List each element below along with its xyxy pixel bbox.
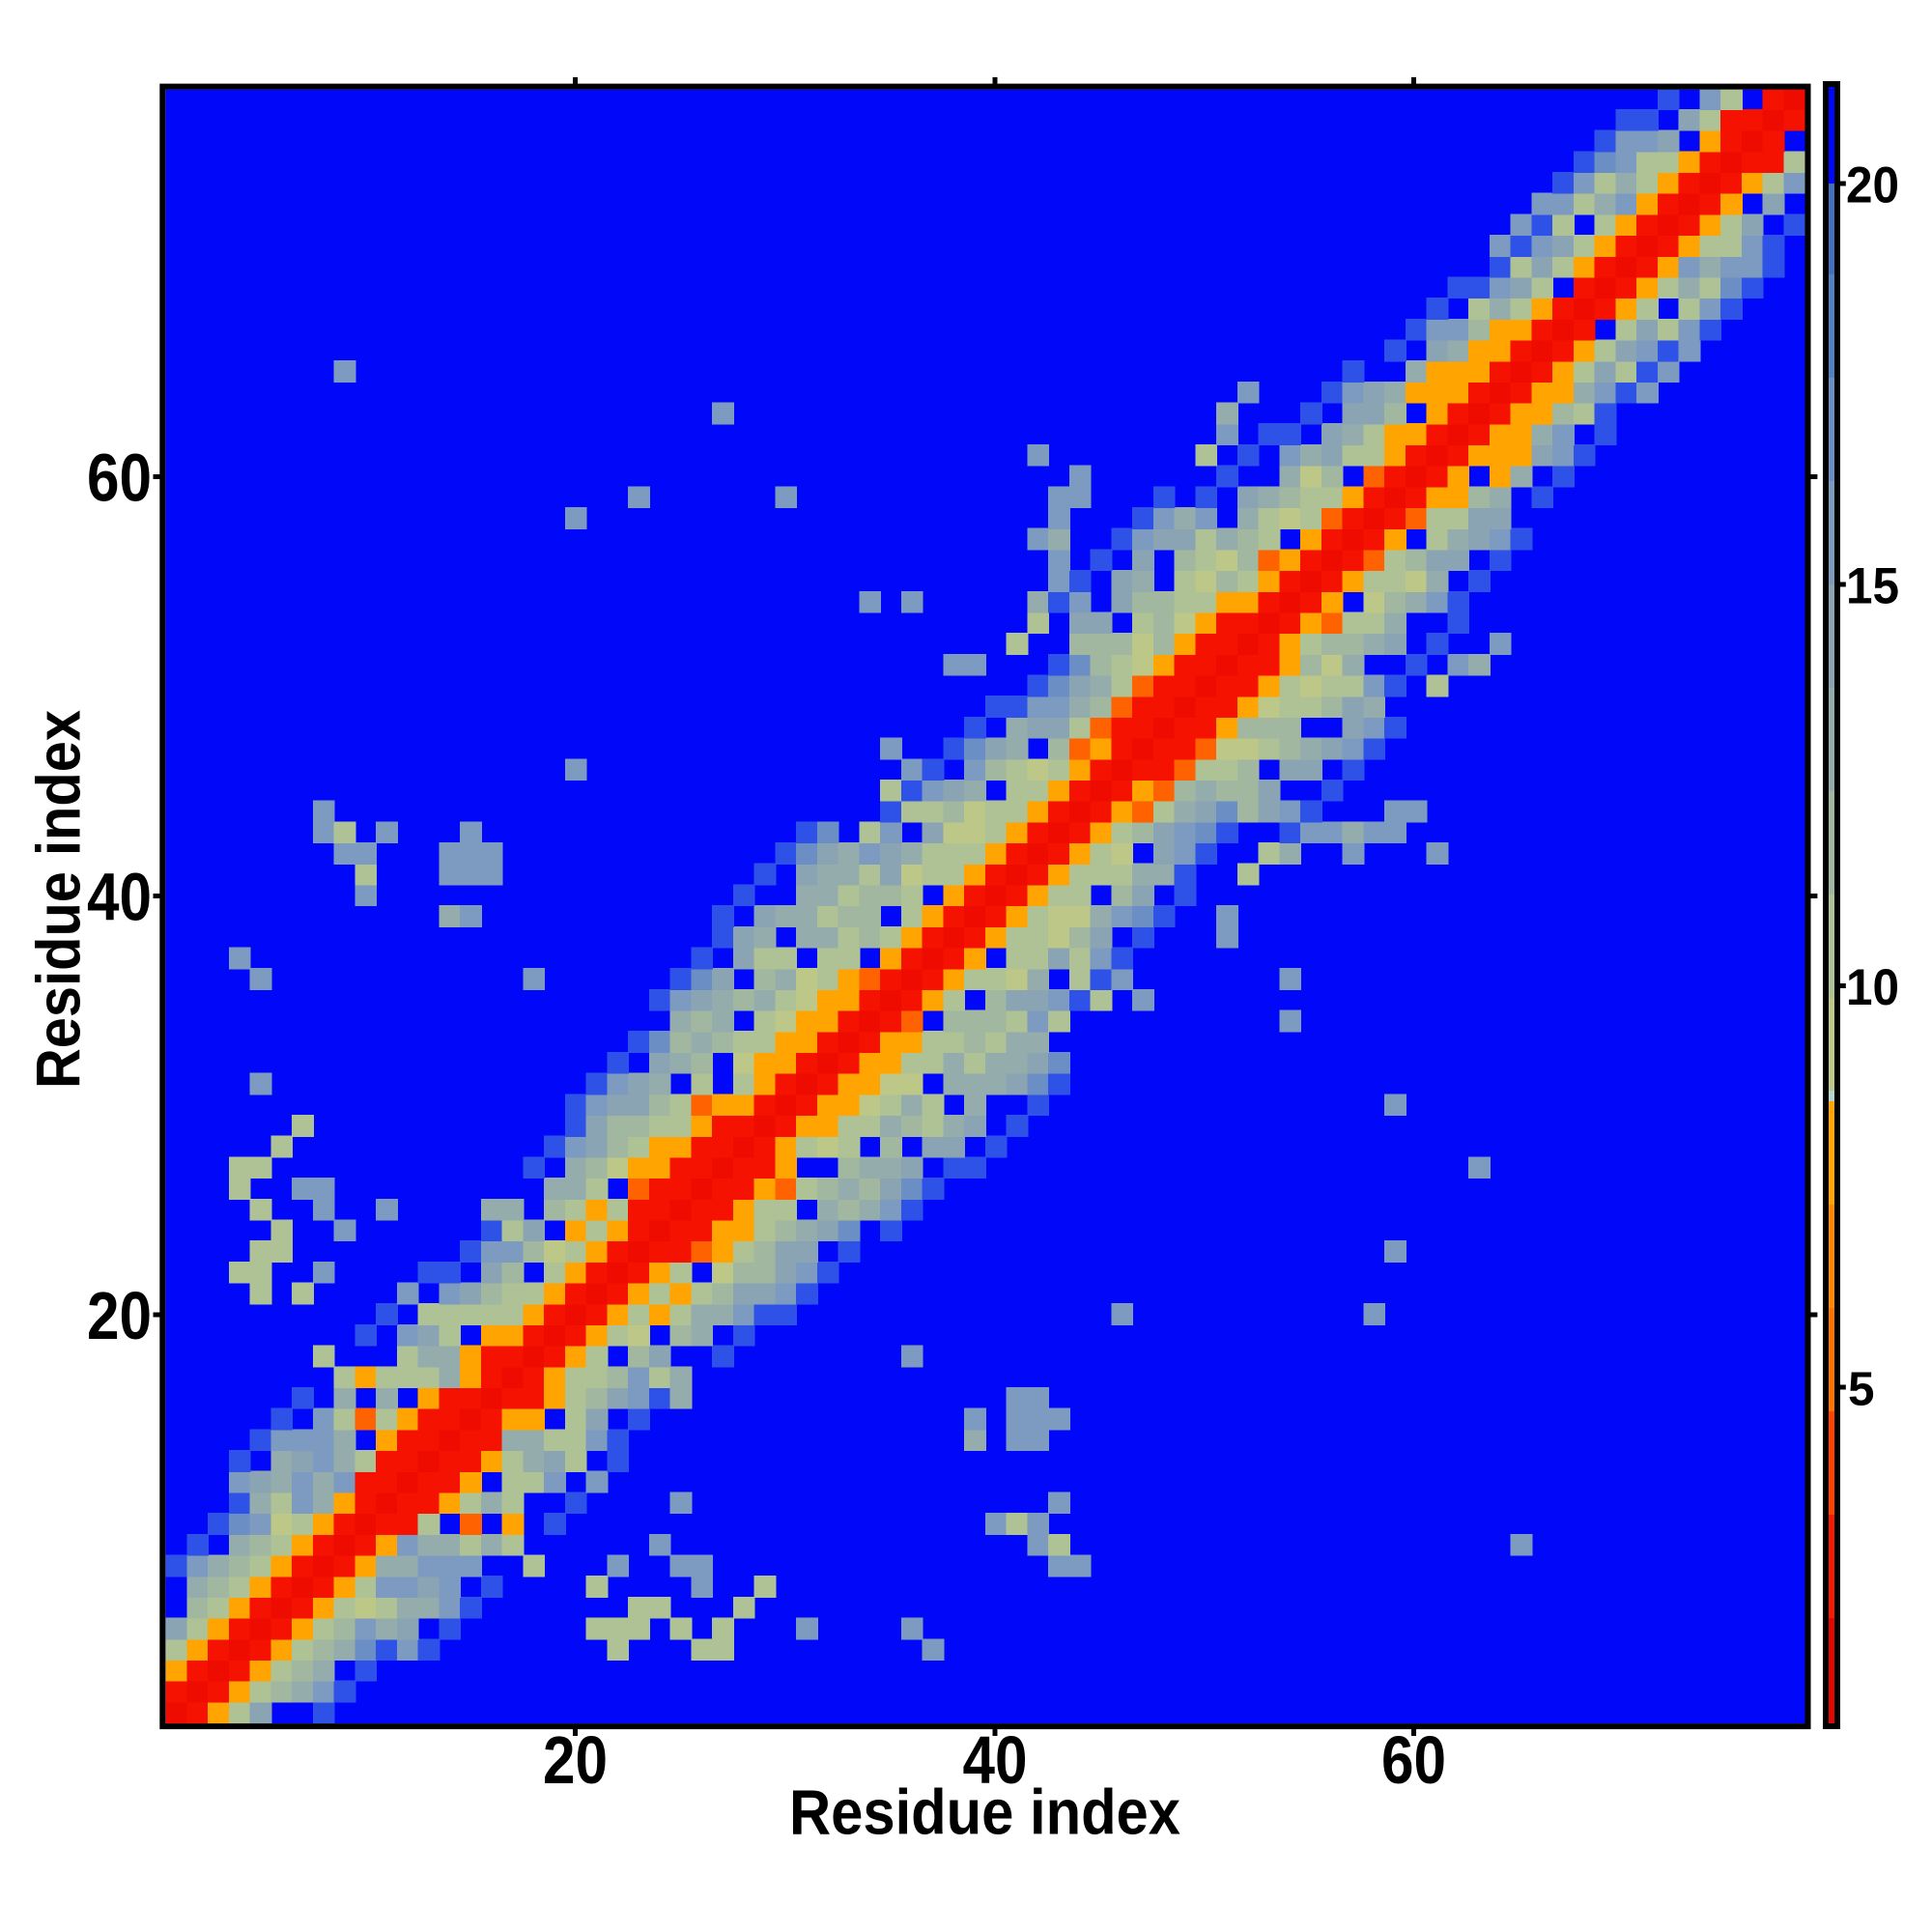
- svg-text:20: 20: [543, 1722, 608, 1798]
- svg-text:60: 60: [1381, 1722, 1446, 1798]
- svg-text:Residue index: Residue index: [789, 1776, 1180, 1848]
- svg-text:15: 15: [1846, 557, 1899, 614]
- svg-text:40: 40: [87, 860, 152, 935]
- svg-text:20: 20: [87, 1278, 152, 1353]
- svg-text:5: 5: [1848, 1364, 1875, 1416]
- svg-text:Residue index: Residue index: [24, 710, 94, 1089]
- svg-text:60: 60: [87, 440, 152, 516]
- svg-text:20: 20: [1846, 156, 1899, 213]
- svg-text:10: 10: [1846, 959, 1899, 1016]
- svg-text:40: 40: [963, 1722, 1028, 1798]
